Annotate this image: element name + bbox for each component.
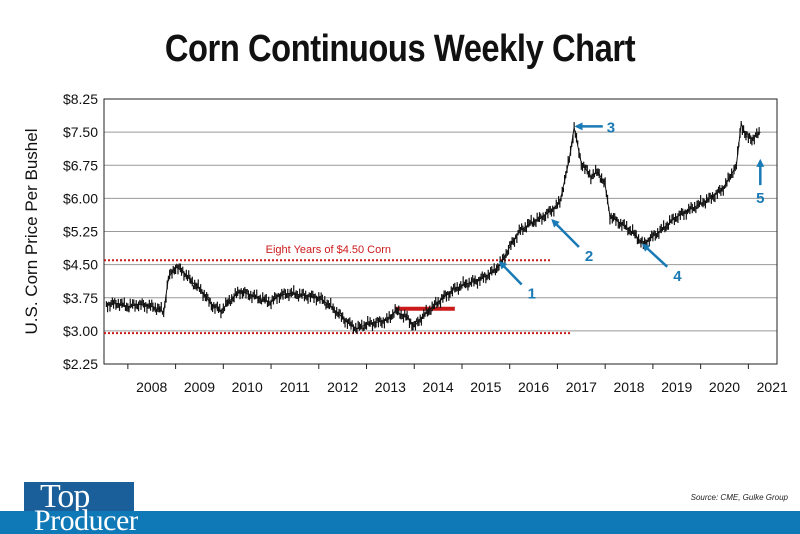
x-tick-label: 2012 xyxy=(327,379,358,395)
callout-arrow xyxy=(498,260,523,286)
x-tick-label: 2019 xyxy=(661,379,692,395)
x-tick-label: 2010 xyxy=(232,379,263,395)
reference-line-label: Eight Years of $4.50 Corn xyxy=(266,244,391,256)
plot-frame xyxy=(103,98,778,365)
logo-line-top: Top xyxy=(40,482,90,515)
callout-arrow xyxy=(641,243,669,268)
x-tick-label: 2014 xyxy=(423,379,454,395)
logo-line-producer: Producer xyxy=(34,506,139,534)
x-tick-label: 2017 xyxy=(566,379,597,395)
y-tick-label: $7.50 xyxy=(63,124,98,140)
x-tick-label: 2021 xyxy=(757,379,788,395)
y-tick-label: $3.00 xyxy=(63,323,98,339)
callout-number: 1 xyxy=(528,286,536,303)
chart-title: Corn Continuous Weekly Chart xyxy=(164,28,636,70)
x-tick-label: 2008 xyxy=(136,379,167,395)
source-note: Source: CME, Gulke Group xyxy=(690,493,788,502)
x-tick-label: 2020 xyxy=(709,379,740,395)
y-tick-label: $6.75 xyxy=(63,157,98,173)
callout-number: 4 xyxy=(673,268,682,285)
callout-number: 3 xyxy=(607,119,615,136)
x-tick-label: 2016 xyxy=(518,379,549,395)
footer-bar xyxy=(0,511,800,534)
y-tick-label: $8.25 xyxy=(63,91,98,107)
callout-number: 5 xyxy=(756,190,764,207)
x-tick-label: 2011 xyxy=(280,379,310,395)
price-series xyxy=(105,121,761,334)
y-tick-label: $4.50 xyxy=(63,257,98,273)
y-tick-label: $5.25 xyxy=(63,224,98,240)
y-tick-label: $3.75 xyxy=(63,290,98,306)
x-tick-label: 2015 xyxy=(470,379,501,395)
callout-arrow xyxy=(551,219,580,248)
y-axis-label: U.S. Corn Price Per Bushel xyxy=(22,129,41,335)
x-tick-label: 2018 xyxy=(613,379,644,395)
x-tick-label: 2013 xyxy=(375,379,406,395)
x-tick-label: 2009 xyxy=(184,379,215,395)
y-tick-label: $6.00 xyxy=(63,190,98,206)
callout-number: 2 xyxy=(585,248,593,265)
y-tick-label: $2.25 xyxy=(63,356,98,372)
price-line xyxy=(106,123,761,330)
